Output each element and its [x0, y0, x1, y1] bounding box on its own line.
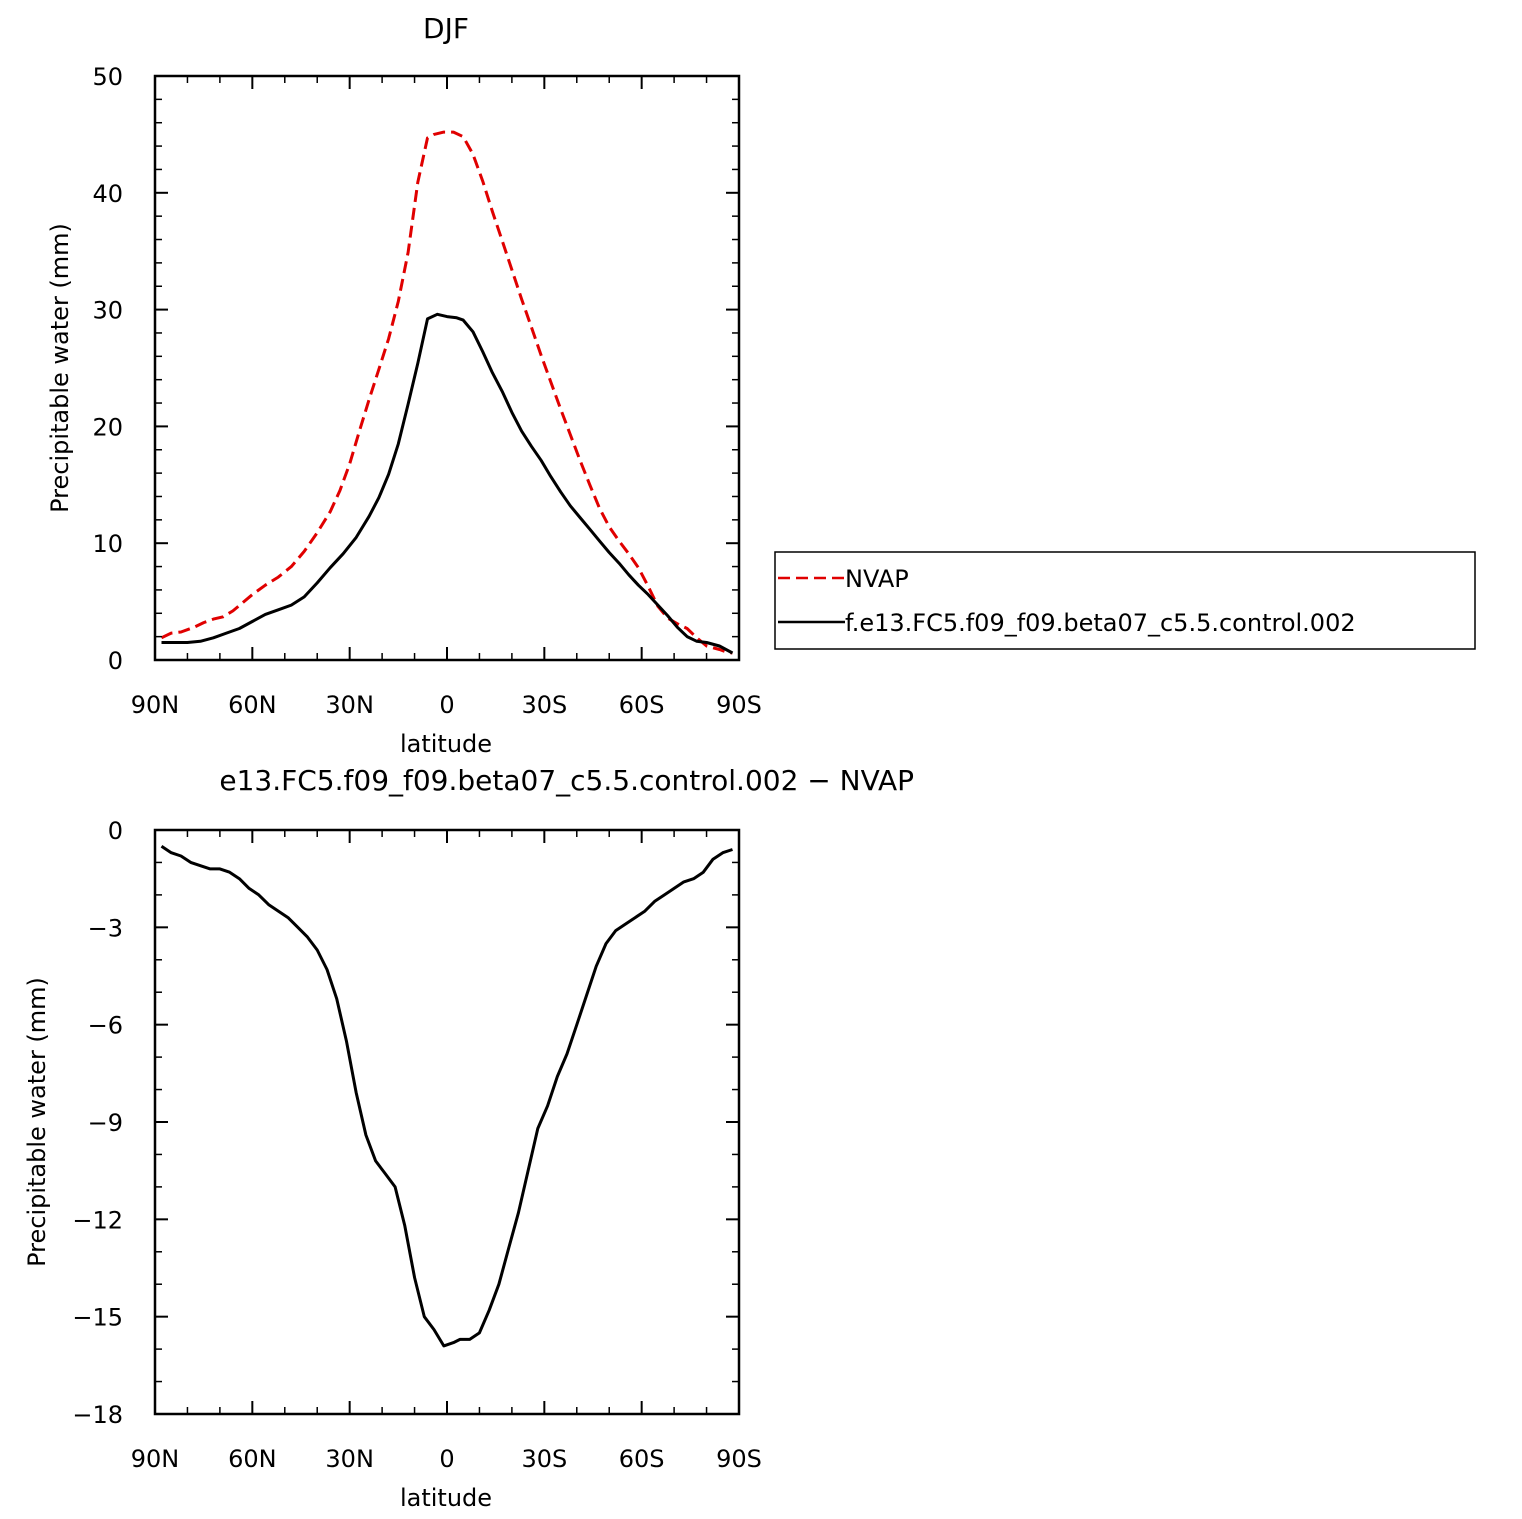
top-axes-layer: 90N 60N 30N 0 30S 60S 90S 0 10 20 30 40 50 — [92, 63, 761, 719]
bottom-y-tick-label: −15 — [72, 1304, 123, 1332]
top-plot-frame — [153, 74, 741, 662]
bottom-y-tick-label: −3 — [88, 914, 123, 942]
legend-box — [774, 551, 1476, 650]
bottom-x-tick-label: 30S — [521, 1445, 567, 1473]
bottom-y-axis-title: Precipitable water (mm) — [23, 977, 51, 1267]
bottom-x-axis-title: latitude — [400, 1484, 492, 1512]
bottom-plot-frame — [153, 828, 741, 1416]
bottom-x-tick-label: 60S — [619, 1445, 665, 1473]
top-x-tick-label: 30S — [521, 691, 567, 719]
legend-label-model: f.e13.FC5.f09_f09.beta07_c5.5.control.00… — [845, 609, 1356, 637]
bottom-y-tick-label: −12 — [72, 1206, 123, 1234]
bottom-y-tick-label: −18 — [72, 1401, 123, 1429]
top-x-tick-label: 90N — [131, 691, 180, 719]
bottom-x-tick-label: 0 — [439, 1445, 454, 1473]
top-x-tick-label: 90S — [716, 691, 762, 719]
legend: NVAP f.e13.FC5.f09_f09.beta07_c5.5.contr… — [774, 551, 1476, 650]
bottom-x-tick-label: 90N — [131, 1445, 180, 1473]
top-x-tick-label: 0 — [439, 691, 454, 719]
top-x-tick-label: 60S — [619, 691, 665, 719]
bottom-series-line-0 — [160, 844, 733, 1348]
legend-label-nvap: NVAP — [845, 565, 909, 593]
panel-bottom: e13.FC5.f09_f09.beta07_c5.5.control.002 … — [23, 764, 914, 1512]
bottom-x-tick-label: 30N — [325, 1445, 374, 1473]
top-y-tick-label: 0 — [108, 647, 123, 675]
top-x-axis-title: latitude — [400, 730, 492, 758]
top-chart-title: DJF — [423, 12, 469, 45]
top-y-tick-label: 50 — [92, 63, 123, 91]
bottom-y-tick-label: −6 — [88, 1012, 123, 1040]
top-x-tick-label: 30N — [325, 691, 374, 719]
top-series-line-1 — [161, 312, 734, 655]
bottom-y-tick-label: 0 — [108, 817, 123, 845]
top-y-tick-label: 40 — [92, 180, 123, 208]
bottom-y-tick-label: −9 — [88, 1109, 123, 1137]
top-y-tick-label: 30 — [92, 297, 123, 325]
top-y-tick-label: 10 — [92, 530, 123, 558]
bottom-x-tick-label: 90S — [716, 1445, 762, 1473]
bottom-series-layer — [160, 844, 733, 1348]
top-x-tick-label: 60N — [228, 691, 277, 719]
panel-top: DJF 90N 60N 30N 0 30S 60S 90S 0 10 20 30 40 50 latit… — [46, 12, 762, 758]
top-series-layer — [160, 130, 734, 655]
bottom-x-tick-label: 60N — [228, 1445, 277, 1473]
bottom-axes-layer: 90N 60N 30N 0 30S 60S 90S 0 −3 −6 −9 −12 −15 −18 — [72, 817, 762, 1473]
bottom-chart-title: e13.FC5.f09_f09.beta07_c5.5.control.002 … — [219, 764, 914, 797]
top-y-tick-label: 20 — [92, 413, 123, 441]
top-series-line-0 — [160, 130, 733, 655]
top-y-axis-title: Precipitable water (mm) — [46, 223, 74, 513]
